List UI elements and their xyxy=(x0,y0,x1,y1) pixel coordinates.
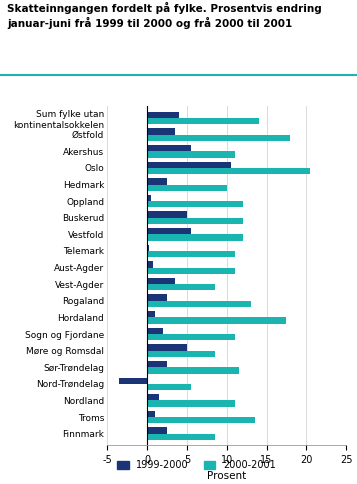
Bar xyxy=(147,311,155,318)
Bar xyxy=(147,434,215,440)
Bar xyxy=(147,344,187,350)
Bar xyxy=(147,367,238,374)
Bar xyxy=(147,400,235,407)
Bar xyxy=(147,284,215,290)
Bar xyxy=(147,145,191,151)
Bar xyxy=(147,178,167,184)
Bar xyxy=(147,251,235,257)
Bar xyxy=(147,212,187,218)
Text: Skatteinngangen fordelt på fylke. Prosentvis endring
januar-juni frå 1999 til 20: Skatteinngangen fordelt på fylke. Prosen… xyxy=(7,2,322,29)
Bar xyxy=(147,151,235,158)
Bar xyxy=(147,328,163,334)
Bar xyxy=(147,244,149,251)
Bar xyxy=(147,384,191,390)
Bar xyxy=(147,350,215,357)
Bar xyxy=(147,128,175,135)
Bar xyxy=(147,417,255,424)
Bar xyxy=(147,201,243,208)
Bar xyxy=(147,268,235,274)
Bar xyxy=(147,301,251,307)
Bar xyxy=(147,294,167,301)
Bar xyxy=(147,361,167,367)
Bar xyxy=(147,318,286,324)
Bar xyxy=(147,394,159,400)
Bar xyxy=(147,218,243,224)
Bar xyxy=(147,427,167,434)
Bar xyxy=(119,378,147,384)
Bar xyxy=(147,234,243,241)
Bar xyxy=(147,162,231,168)
Bar xyxy=(147,228,191,234)
Bar xyxy=(147,261,154,268)
Bar xyxy=(147,168,310,174)
Bar xyxy=(147,334,235,340)
Bar xyxy=(147,135,291,141)
Bar xyxy=(147,278,175,284)
Bar xyxy=(147,195,151,201)
Bar xyxy=(147,118,258,124)
X-axis label: Prosent: Prosent xyxy=(207,470,246,481)
Bar xyxy=(147,411,155,417)
Legend: 1999-2000, 2000-2001: 1999-2000, 2000-2001 xyxy=(113,456,280,474)
Bar xyxy=(147,112,179,118)
Bar xyxy=(147,184,227,191)
